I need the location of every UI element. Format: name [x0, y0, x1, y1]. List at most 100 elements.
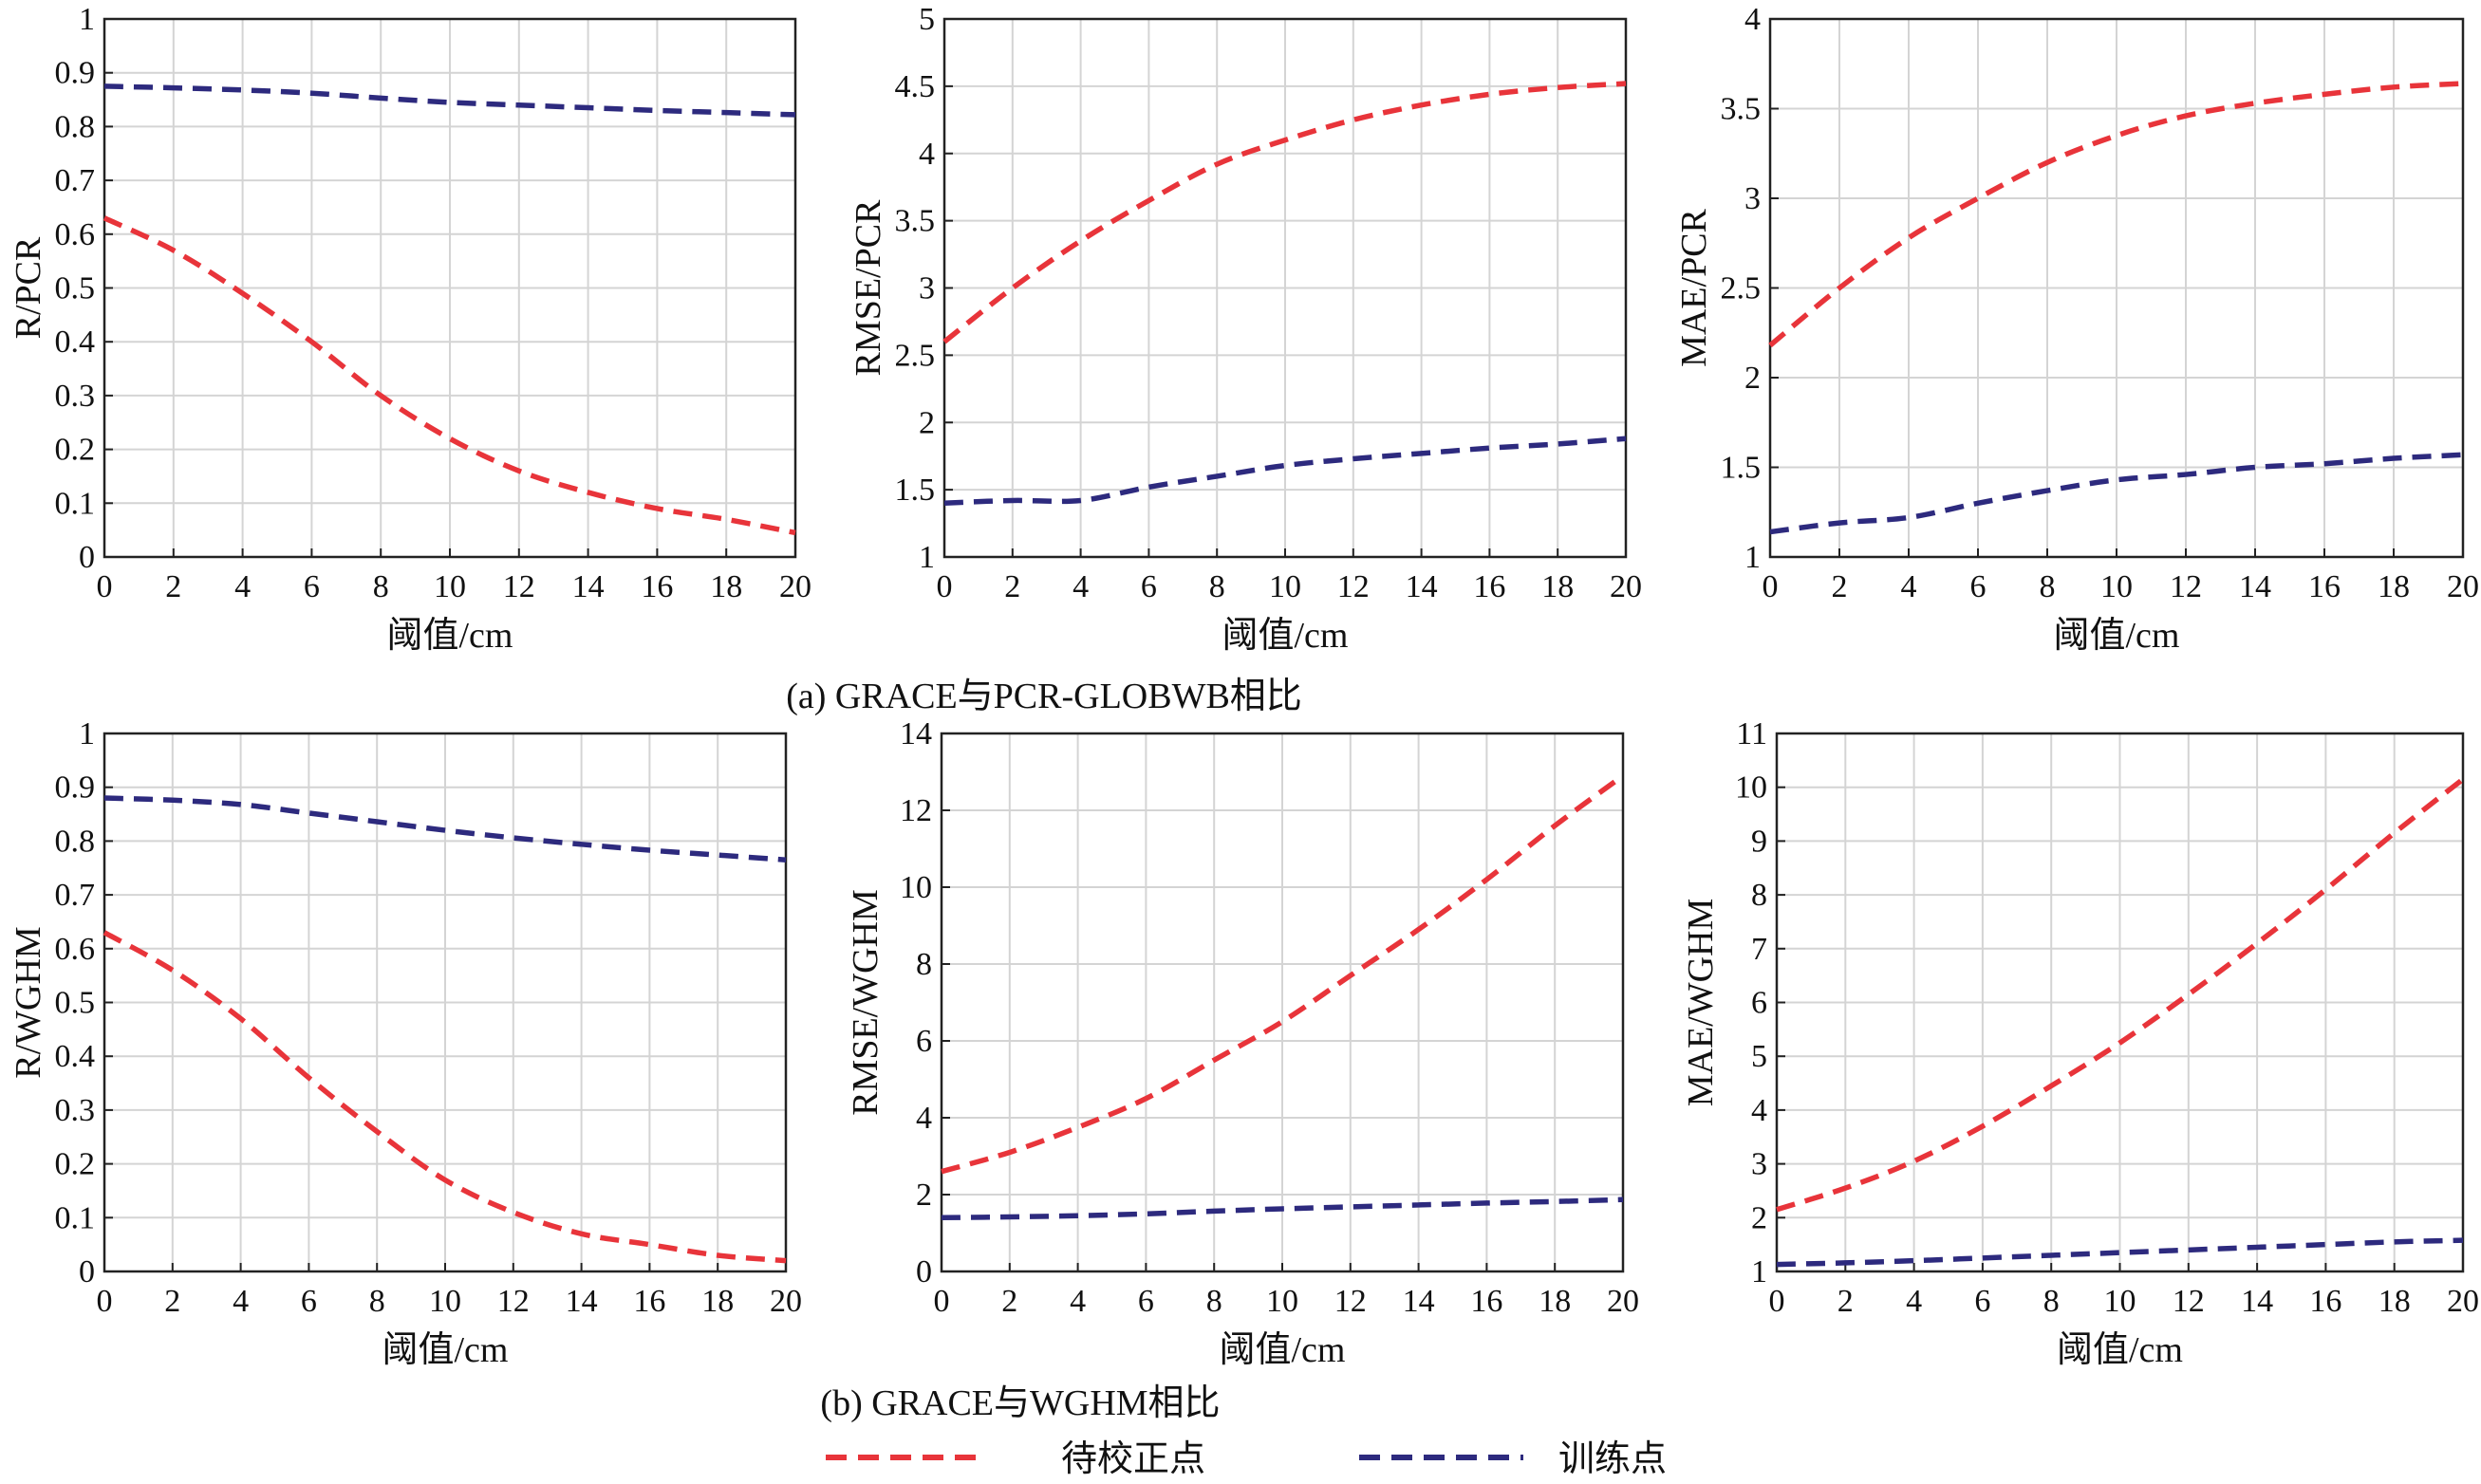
chart-panel-3: 0 2 4 6 8 10 12 14 16 18 20 1 1.5 2 2.5 3 3.5 4 阈值/cm MAE/P…: [1674, 2, 2479, 656]
x-tick-label: 2: [164, 1284, 180, 1319]
x-tick-label: 0: [97, 569, 113, 604]
x-tick-label: 16: [633, 1284, 665, 1319]
x-tick-label: 18: [701, 1284, 734, 1319]
chart-panel-5: 0 2 4 6 8 10 12 14 16 18 20 0 2 4 6 8 10 12 14 阈值/cm RMSE/WG…: [846, 716, 1639, 1370]
x-tick-label: 10: [2104, 1284, 2136, 1319]
y-tick-label: 4: [916, 1101, 932, 1136]
y-tick-label: 4: [1751, 1093, 1767, 1128]
x-tick-label: 2: [1001, 1284, 1017, 1319]
y-tick-label: 0: [79, 540, 95, 575]
legend-label-series-b: 训练点: [1558, 1439, 1667, 1479]
x-tick-label: 14: [2239, 569, 2271, 604]
x-tick-label: 16: [2309, 1284, 2341, 1319]
y-tick-label: 2.5: [1721, 271, 1762, 306]
series-line-a: [941, 773, 1625, 1175]
x-tick-label: 12: [503, 569, 535, 604]
y-tick-label: 11: [1736, 716, 1767, 751]
y-tick-label: 0.1: [55, 1200, 96, 1235]
series-line-a: [1768, 81, 2464, 348]
y-tick-label: 0.8: [55, 109, 96, 144]
y-tick-label: 0.4: [55, 325, 96, 360]
x-tick-label: 6: [304, 569, 320, 604]
y-tick-label: 12: [900, 793, 932, 828]
x-tick-label: 20: [2447, 569, 2479, 604]
caption-a: (a) GRACE与PCR-GLOBWB相比: [786, 677, 1302, 716]
x-tick-label: 0: [1769, 1284, 1785, 1319]
y-tick-label: 4: [919, 137, 935, 172]
x-tick-label: 10: [1269, 569, 1301, 604]
x-tick-label: 12: [1337, 569, 1370, 604]
caption-b: (b) GRACE与WGHM相比: [820, 1383, 1220, 1423]
y-tick-label: 2.5: [895, 338, 936, 373]
y-tick-label: 1: [1751, 1254, 1767, 1289]
x-tick-label: 20: [2447, 1284, 2479, 1319]
x-tick-label: 20: [1610, 569, 1642, 604]
chart-panel-6: 0 2 4 6 8 10 12 14 16 18 201234567891011阈值/cmMAE/W…: [1681, 716, 2479, 1370]
x-tick-label: 8: [369, 1284, 385, 1319]
x-tick-label: 8: [2040, 569, 2056, 604]
y-tick-label: 2: [919, 405, 935, 440]
x-tick-label: 10: [434, 569, 466, 604]
series-line-b: [1769, 452, 2464, 535]
y-tick-label: 0.1: [55, 486, 96, 521]
x-tick-label: 10: [429, 1284, 461, 1319]
x-axis-label: 阈值/cm: [1222, 616, 1349, 656]
x-axis-label: 阈值/cm: [1220, 1330, 1346, 1370]
series-line-a: [103, 215, 796, 536]
x-tick-label: 14: [1406, 569, 1438, 604]
y-tick-label: 1: [919, 540, 935, 575]
x-tick-label: 2: [165, 569, 181, 604]
y-tick-label: 0.3: [55, 1093, 96, 1128]
x-tick-label: 14: [566, 1284, 598, 1319]
x-tick-label: 6: [301, 1284, 317, 1319]
y-tick-label: 1: [1744, 540, 1761, 575]
y-tick-label: 0.6: [55, 217, 96, 252]
x-tick-label: 18: [710, 569, 742, 604]
y-tick-label: 1: [79, 2, 95, 37]
chart-panels: 0 2 4 6 8 10 12 14 16 18 2000.10.20.30.40.50.60.70…: [9, 2, 2479, 1370]
x-tick-label: 20: [779, 569, 811, 604]
x-tick-label: 14: [1403, 1284, 1435, 1319]
x-tick-label: 18: [2378, 569, 2410, 604]
x-tick-label: 4: [233, 1284, 249, 1319]
x-tick-label: 2: [1004, 569, 1020, 604]
y-tick-label: 6: [1751, 986, 1767, 1021]
y-tick-label: 5: [919, 2, 935, 37]
series-line-b: [103, 795, 787, 863]
series-line-a: [1776, 777, 2465, 1213]
x-tick-label: 2: [1832, 569, 1848, 604]
x-axis-label: 阈值/cm: [382, 1330, 509, 1370]
series-line-a: [103, 930, 787, 1264]
y-tick-label: 0.7: [55, 163, 96, 198]
y-tick-label: 7: [1751, 932, 1767, 967]
chart-panel-2: 0 2 4 6 8 10 12 14 16 18 20 1 1.5 2 2.5 3 3.5 4 4.5 5 阈值/cm R…: [849, 2, 1642, 656]
x-tick-label: 12: [2170, 569, 2202, 604]
y-tick-label: 0.9: [55, 56, 96, 91]
x-tick-label: 0: [97, 1284, 113, 1319]
y-tick-label: 0: [79, 1254, 95, 1289]
y-tick-label: 4.5: [895, 69, 936, 104]
y-axis-label: R/WGHM: [9, 926, 48, 1078]
chart-panel-4: 0 2 4 6 8 10 12 14 16 18 20 0 0.1 0.2 0.3 0.4 0.5 0.6 0.7 0…: [9, 716, 802, 1370]
x-tick-label: 4: [1073, 569, 1089, 604]
series-line-b: [103, 83, 796, 118]
y-tick-label: 0.5: [55, 271, 96, 306]
x-tick-label: 8: [1206, 1284, 1222, 1319]
legend-label-series-a: 待校正点: [1061, 1439, 1205, 1479]
x-tick-label: 4: [1070, 1284, 1086, 1319]
x-tick-label: 12: [2173, 1284, 2205, 1319]
x-tick-label: 20: [1607, 1284, 1639, 1319]
y-tick-label: 3: [919, 271, 935, 306]
x-tick-label: 0: [937, 569, 953, 604]
x-tick-label: 8: [2043, 1284, 2060, 1319]
y-axis-label: RMSE/PCR: [849, 199, 888, 377]
legend: 待校正点 训练点: [826, 1439, 1667, 1479]
y-tick-label: 1.5: [895, 473, 936, 508]
x-axis-label: 阈值/cm: [2057, 1330, 2183, 1370]
x-tick-label: 18: [2378, 1284, 2411, 1319]
x-tick-label: 8: [373, 569, 389, 604]
y-tick-label: 3: [1744, 181, 1761, 216]
y-tick-label: 10: [900, 870, 932, 905]
x-tick-label: 20: [770, 1284, 802, 1319]
